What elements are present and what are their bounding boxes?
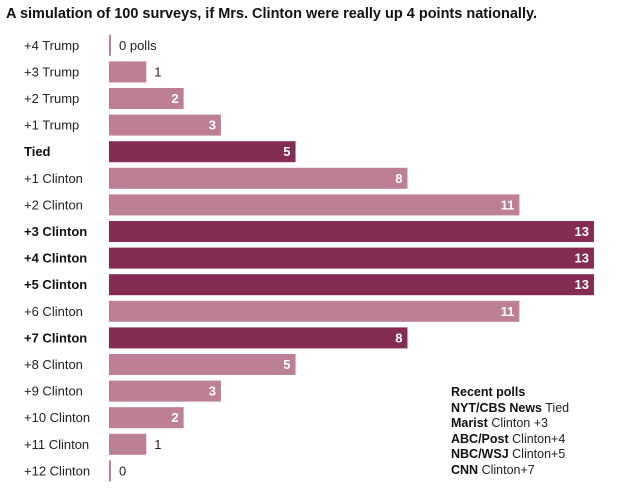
recent-poll-name: ABC/Post — [451, 431, 509, 446]
value-label: 2 — [171, 91, 178, 106]
category-label: +3 Clinton — [24, 224, 87, 239]
recent-poll-name: NYT/CBS News — [451, 400, 542, 415]
category-label: +12 Clinton — [24, 463, 90, 478]
bar — [109, 380, 221, 402]
bar — [109, 88, 184, 109]
value-label: 1 — [154, 64, 161, 79]
bar — [109, 194, 520, 216]
category-label: +11 Clinton — [24, 437, 89, 452]
recent-polls-title: Recent polls — [451, 385, 526, 399]
category-label: Tied — [24, 144, 51, 159]
bar — [109, 167, 408, 189]
recent-poll-result: Clinton +3 — [491, 416, 548, 430]
category-label: +4 Trump — [24, 38, 79, 53]
value-label: 0 polls — [119, 38, 157, 53]
value-label: 11 — [501, 197, 515, 212]
bar — [109, 327, 408, 349]
bar — [109, 61, 147, 83]
category-label: +6 Clinton — [24, 304, 83, 319]
value-label: 13 — [575, 224, 589, 239]
value-label: 1 — [154, 437, 161, 452]
recent-polls-legend: Recent polls NYT/CBS News Tied Marist Cl… — [451, 385, 569, 478]
recent-poll-item: Marist Clinton +3 — [451, 416, 569, 432]
category-label: +9 Clinton — [24, 384, 83, 399]
value-label: 3 — [209, 384, 216, 399]
bar — [109, 433, 147, 455]
bar — [109, 407, 184, 429]
category-label: +2 Trump — [24, 91, 79, 106]
bar — [109, 114, 221, 136]
category-label: +2 Clinton — [24, 197, 83, 212]
value-label: 8 — [395, 330, 402, 345]
category-label: +7 Clinton — [24, 330, 87, 345]
recent-poll-name: Marist — [451, 416, 488, 430]
bar — [109, 354, 296, 375]
recent-poll-name: CNN — [451, 462, 479, 477]
recent-poll-item: NBC/WSJ Clinton+5 — [451, 447, 569, 463]
category-label: +5 Clinton — [24, 277, 87, 292]
value-label: 0 — [119, 463, 126, 478]
value-label: 5 — [283, 144, 290, 159]
recent-poll-item: ABC/Post Clinton+4 — [451, 432, 569, 448]
bar — [109, 460, 111, 482]
value-label: 11 — [501, 304, 515, 319]
category-label: +10 Clinton — [24, 410, 90, 425]
value-label: 3 — [209, 118, 216, 133]
value-label: 13 — [575, 277, 589, 292]
recent-poll-item: NYT/CBS News Tied — [451, 401, 569, 417]
value-label: 8 — [395, 171, 402, 186]
recent-poll-result: Clinton+5 — [512, 447, 566, 461]
bar — [109, 221, 594, 242]
category-label: +3 Trump — [24, 64, 79, 79]
recent-poll-result: Tied — [545, 400, 570, 415]
category-label: +8 Clinton — [24, 357, 83, 372]
bar — [109, 34, 111, 56]
recent-poll-item: CNN Clinton+7 — [451, 463, 569, 479]
value-label: 13 — [575, 251, 589, 266]
category-label: +1 Clinton — [24, 171, 83, 186]
category-label: +1 Trump — [24, 118, 79, 133]
recent-poll-name: NBC/WSJ — [451, 447, 509, 461]
category-label: +4 Clinton — [24, 251, 87, 266]
bar — [109, 274, 594, 296]
recent-poll-result: Clinton+7 — [481, 462, 535, 477]
bar — [109, 141, 296, 163]
value-label: 5 — [283, 357, 290, 372]
recent-poll-result: Clinton+4 — [512, 431, 566, 446]
chart-title: A simulation of 100 surveys, if Mrs. Cli… — [6, 6, 537, 22]
bar — [109, 247, 594, 269]
value-label: 2 — [171, 410, 178, 425]
bar — [109, 300, 520, 322]
